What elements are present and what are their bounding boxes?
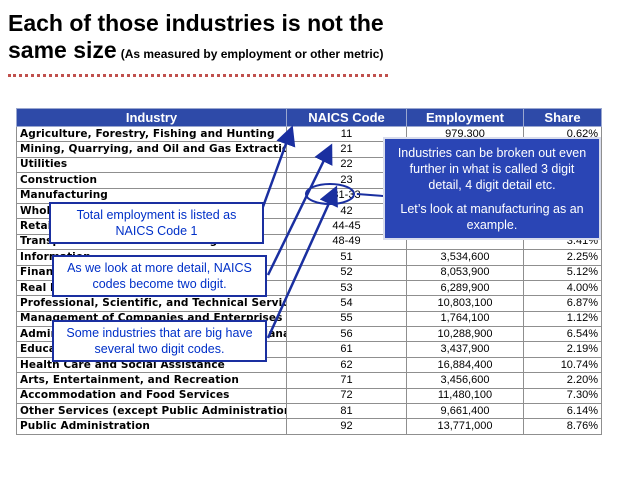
employment-cell: 10,288,900 — [406, 326, 524, 343]
naics-code-cell: 81 — [286, 403, 407, 420]
share-cell: 4.00% — [523, 279, 602, 297]
industry-cell: Arts, Entertainment, and Recreation — [16, 372, 287, 389]
employment-cell: 3,534,600 — [406, 249, 524, 266]
table-row: Professional, Scientific, and Technical … — [16, 295, 602, 312]
share-cell: 6.14% — [523, 403, 602, 420]
table-row: Public Administration 92 13,771,000 8.76% — [16, 418, 602, 435]
naics-code-cell: 53 — [286, 279, 407, 297]
title-divider — [8, 74, 388, 77]
header-naics-code: NAICS Code — [286, 108, 407, 127]
table-row: Arts, Entertainment, and Recreation 71 3,4… — [16, 372, 602, 389]
callout-total-employment: Total employment is listed as NAICS Code… — [49, 202, 264, 244]
industry-cell: Accommodation and Food Services — [16, 387, 287, 405]
industry-cell: Other Services (except Public Administra… — [16, 403, 287, 420]
share-cell: 10.74% — [523, 356, 602, 374]
arrow-to-code-1 — [258, 125, 296, 216]
share-cell: 2.25% — [523, 249, 602, 266]
header-industry: Industry — [16, 108, 287, 127]
callout-big-industries: Some industries that are big have severa… — [52, 320, 267, 362]
employment-cell: 3,437,900 — [406, 341, 524, 358]
share-cell: 8.76% — [523, 418, 602, 435]
share-cell: 5.12% — [523, 264, 602, 281]
naics-code-cell: 72 — [286, 387, 407, 405]
table-row: Management of Companies and Enterprises 5… — [16, 310, 602, 328]
industry-cell: Mining, Quarrying, and Oil and Gas Extra… — [16, 141, 287, 158]
naics-code-cell: 62 — [286, 356, 407, 374]
callout-broken-out: Industries can be broken out even furthe… — [383, 137, 601, 240]
employment-cell: 1,764,100 — [406, 310, 524, 328]
callout-two-digit: As we look at more detail, NAICS codes b… — [52, 255, 267, 297]
employment-cell: 10,803,100 — [406, 295, 524, 312]
callout-big-industries-text: Some industries that are big have severa… — [66, 326, 253, 356]
slide-title: Each of those industries is not the same… — [8, 10, 384, 68]
industry-cell: Agriculture, Forestry, Fishing and Hunti… — [16, 125, 287, 143]
title-line-1: Each of those industries is not the — [8, 10, 384, 36]
title-subtitle: (As measured by employment or other metr… — [120, 47, 384, 61]
title-line-2: same size — [8, 37, 117, 63]
naics-code-cell: 71 — [286, 372, 407, 389]
share-cell: 2.19% — [523, 341, 602, 358]
naics-code-cell: 55 — [286, 310, 407, 328]
table-row: Other Services (except Public Administra… — [16, 403, 602, 420]
share-cell: 2.20% — [523, 372, 602, 389]
share-cell: 7.30% — [523, 387, 602, 405]
arrow-to-manufacturing — [356, 193, 384, 197]
naics-code-cell: 92 — [286, 418, 407, 435]
share-cell: 6.87% — [523, 295, 602, 312]
arrow-to-several-codes — [266, 185, 338, 339]
callout-total-employment-text: Total employment is listed as NAICS Code… — [76, 208, 237, 238]
employment-cell: 6,289,900 — [406, 279, 524, 297]
naics-code-cell: 54 — [286, 295, 407, 312]
employment-cell: 8,053,900 — [406, 264, 524, 281]
naics-code-cell: 61 — [286, 341, 407, 358]
arrow-to-two-digit — [266, 143, 333, 276]
naics-code-cell: 56 — [286, 326, 407, 343]
naics-code-cell: 51 — [286, 249, 407, 266]
share-cell: 6.54% — [523, 326, 602, 343]
table-row: Accommodation and Food Services 72 11,480,… — [16, 387, 602, 405]
header-share: Share — [523, 108, 602, 127]
table-header-row: Industry NAICS Code Employment Share — [16, 108, 602, 127]
callout-broken-out-text: Industries can be broken out even furthe… — [397, 146, 587, 192]
callout-two-digit-text: As we look at more detail, NAICS codes b… — [67, 261, 252, 291]
naics-code-cell: 52 — [286, 264, 407, 281]
employment-cell: 16,884,400 — [406, 356, 524, 374]
share-cell: 1.12% — [523, 310, 602, 328]
employment-cell: 13,771,000 — [406, 418, 524, 435]
callout-manufacturing-text: Let’s look at manufacturing as an exampl… — [400, 202, 584, 232]
